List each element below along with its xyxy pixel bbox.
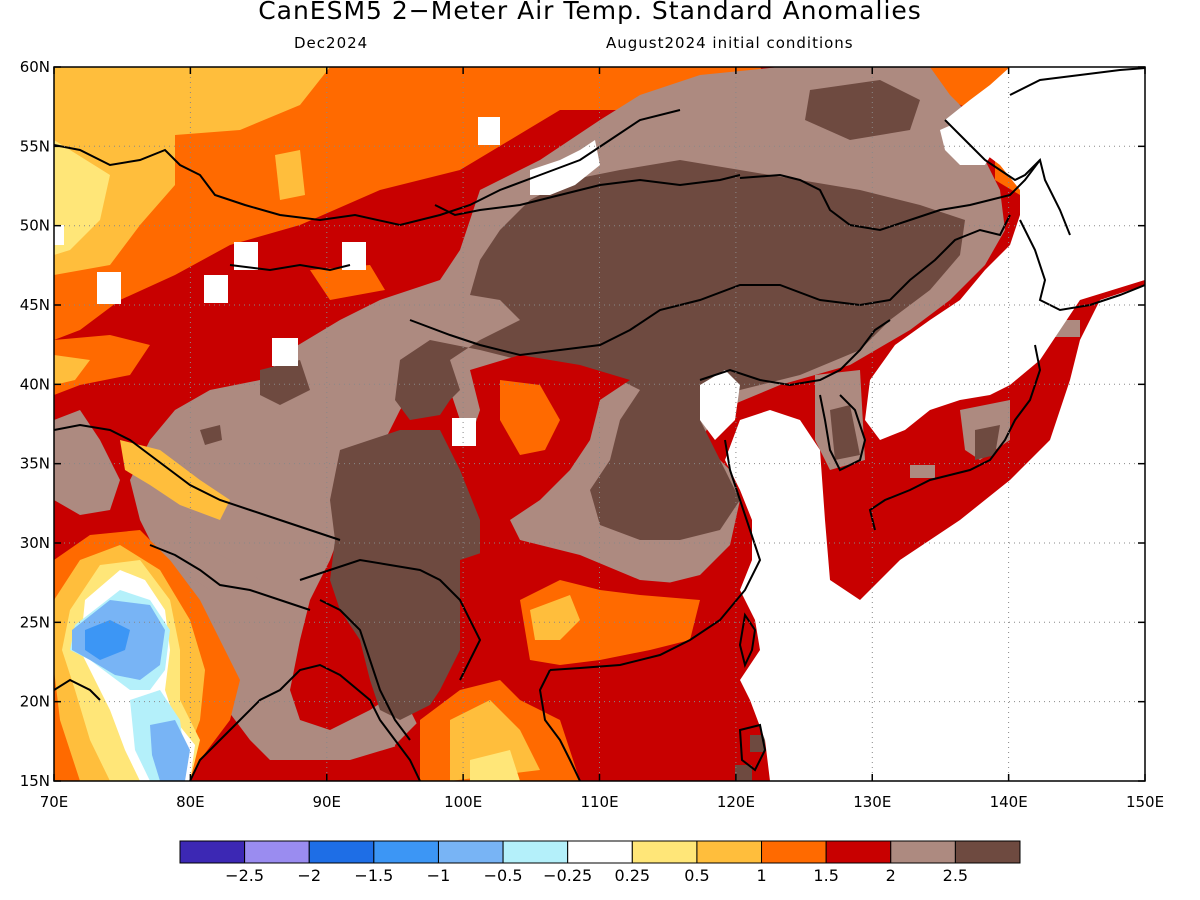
colorbar-label: −2.5 xyxy=(225,866,264,885)
initial-conditions: August2024 initial conditions xyxy=(606,34,854,52)
lon-tick-label: 130E xyxy=(853,793,891,811)
colorbar-swatch xyxy=(567,840,633,864)
lat-tick-label: 20N xyxy=(20,693,50,711)
colorbar-label: −1.5 xyxy=(354,866,393,885)
lat-tick-label: 15N xyxy=(20,772,50,790)
lon-tick-label: 110E xyxy=(580,793,618,811)
colorbar-swatch xyxy=(437,840,504,864)
gridlines xyxy=(54,67,1145,781)
colorbar-label: 0.5 xyxy=(684,866,709,885)
colorbar-swatch xyxy=(373,840,439,864)
lon-tick-label: 90E xyxy=(312,793,341,811)
colorbar-swatch xyxy=(954,840,1021,864)
colorbar-label: 2.5 xyxy=(943,866,968,885)
colorbar-label: 2 xyxy=(886,866,896,885)
colorbar-swatch xyxy=(179,840,246,864)
colorbar-label: 1.5 xyxy=(813,866,838,885)
lon-tick-label: 70E xyxy=(40,793,69,811)
lon-tick-label: 100E xyxy=(444,793,482,811)
anomaly-field xyxy=(54,67,1145,781)
colorbar-swatch xyxy=(696,840,763,864)
lat-tick-label: 60N xyxy=(20,58,50,76)
colorbar-swatch xyxy=(890,840,956,864)
colorbar-swatch xyxy=(502,840,569,864)
colorbar-swatch xyxy=(244,840,310,864)
colorbar-label: −0.25 xyxy=(543,866,592,885)
lon-tick-label: 150E xyxy=(1126,793,1164,811)
colorbar-label: −2 xyxy=(297,866,321,885)
forecast-month: Dec2024 xyxy=(294,34,369,52)
colorbar-label: 1 xyxy=(756,866,766,885)
lon-tick-label: 80E xyxy=(176,793,205,811)
lat-tick-label: 45N xyxy=(20,296,50,314)
colorbar-swatch xyxy=(308,840,375,864)
colorbar: −2.5 −2 −1.5 −1 −0.5 −0.25 0.25 0.5 1 1.5 2 2.5 xyxy=(179,840,1021,885)
colorbar-swatch xyxy=(631,840,698,864)
colorbar-swatch xyxy=(825,840,892,864)
lat-tick-label: 25N xyxy=(20,613,50,631)
map-title: CanESM5 2−Meter Air Temp. Standard Anoma… xyxy=(258,0,922,25)
coastlines xyxy=(54,67,1145,781)
lat-tick-label: 50N xyxy=(20,217,50,235)
colorbar-label: −0.5 xyxy=(484,866,523,885)
lat-tick-label: 55N xyxy=(20,137,50,155)
colorbar-swatch xyxy=(761,840,827,864)
lat-tick-label: 40N xyxy=(20,375,50,393)
lat-tick-label: 30N xyxy=(20,534,50,552)
axis-ticks: 15N 20N 25N 30N 35N 40N 45N 50N 55N 60N 70E 80E 90E 1… xyxy=(20,58,1164,811)
colorbar-label: −1 xyxy=(427,866,451,885)
lon-tick-label: 140E xyxy=(990,793,1028,811)
colorbar-label: 0.25 xyxy=(614,866,650,885)
lon-tick-label: 120E xyxy=(717,793,755,811)
lat-tick-label: 35N xyxy=(20,455,50,473)
